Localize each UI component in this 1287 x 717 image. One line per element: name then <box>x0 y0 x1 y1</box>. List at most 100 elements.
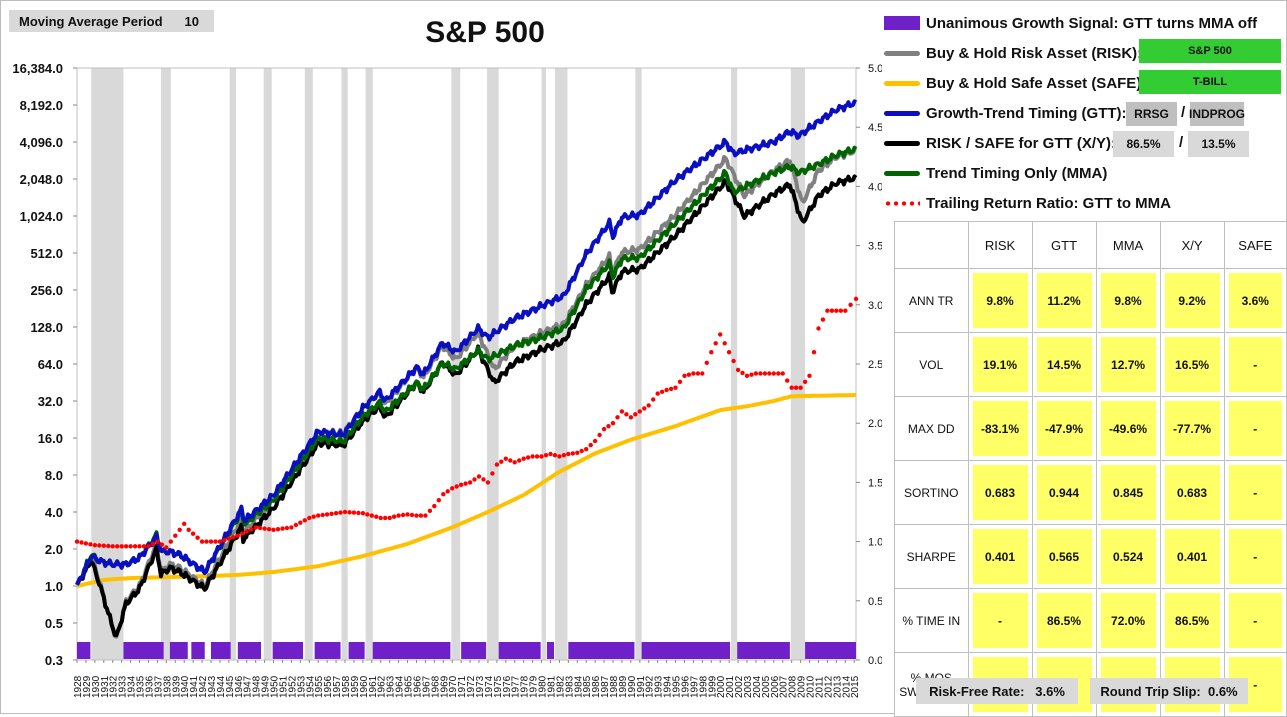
ratio-point <box>365 512 370 517</box>
x-tick-label: 1936 <box>144 675 155 698</box>
signal-bar <box>191 642 205 659</box>
x-tick-label: 1981 <box>546 675 557 698</box>
ratio-point <box>628 415 634 420</box>
ratio-point <box>418 513 424 518</box>
ratio-point <box>530 454 535 459</box>
x-tick-label: 2011 <box>814 676 825 698</box>
x-tick-label: 2015 <box>850 675 861 698</box>
x-tick-label: 2004 <box>752 675 763 698</box>
round-trip-slip-value: 0.6% <box>1207 683 1238 699</box>
stats-row: SHARPE 0.401 0.565 0.524 0.401 - <box>894 524 1287 589</box>
x-tick-label: 2001 <box>725 675 736 698</box>
stats-cell: 0.565 <box>1036 529 1092 584</box>
stats-cell: 0.845 <box>1100 465 1156 520</box>
y-tick-label: 1,024.0 <box>20 209 63 224</box>
chart-title: S&P 500 <box>425 16 545 49</box>
mma-swatch <box>884 170 920 176</box>
ratio-point <box>217 539 223 544</box>
x-tick-label: 1989 <box>618 675 629 698</box>
y-tick-label: 2.0 <box>45 542 63 557</box>
ratio-point <box>834 308 839 313</box>
gtt-signal-1-box: RRSG <box>1126 102 1177 126</box>
y2-tick-label: 5.0 <box>868 63 882 75</box>
ratio-point <box>405 512 410 517</box>
ratio-point <box>159 542 165 547</box>
ratio-point <box>110 544 115 549</box>
x-tick-label: 1955 <box>314 675 325 698</box>
ratio-point <box>798 385 803 390</box>
stats-row-label: % TIME IN <box>894 588 969 653</box>
ratio-point <box>713 341 718 346</box>
legend-mma: Trend Timing Only (MMA) <box>884 160 1107 186</box>
x-tick-label: 1969 <box>439 675 450 698</box>
recession-shade <box>263 68 272 660</box>
xy-swatch <box>884 140 920 146</box>
ratio-point <box>588 442 593 448</box>
stats-cell: - <box>972 593 1028 648</box>
ratio-point <box>222 537 227 543</box>
xy-safe-weight-box: 13.5% <box>1188 131 1249 157</box>
ratio-point <box>441 492 446 497</box>
ratio-point <box>226 536 232 541</box>
ratio-point <box>396 513 401 518</box>
round-trip-slip-box: Round Trip Slip: 0.6% <box>1090 678 1248 704</box>
y2-tick-label: 1.0 <box>868 537 882 549</box>
x-tick-label: 1946 <box>234 675 245 698</box>
recession-shade <box>229 68 237 660</box>
ratio-point <box>758 371 763 376</box>
x-tick-label: 2000 <box>716 675 727 698</box>
y2-tick-label: 3.0 <box>868 300 882 312</box>
round-trip-slip-label: Round Trip Slip: <box>1100 683 1201 699</box>
ratio-point <box>137 544 142 549</box>
stats-corner-cell <box>894 221 969 269</box>
ratio-point <box>718 332 723 337</box>
x-tick-label: 2005 <box>761 675 772 698</box>
ratio-point <box>789 385 794 390</box>
y-tick-label: 8.0 <box>45 468 63 483</box>
ratio-point <box>432 503 437 509</box>
ratio-point <box>793 385 799 390</box>
ratio-point <box>195 535 200 540</box>
ratio-point <box>633 412 638 417</box>
stats-cell: - <box>1228 401 1282 456</box>
ratio-point <box>481 477 486 482</box>
y-tick-label: 16,384.0 <box>12 61 63 76</box>
recession-shade <box>790 68 806 660</box>
ratio-point <box>570 451 575 456</box>
ratio-point <box>445 489 450 494</box>
y2-tick-label: 0.0 <box>868 655 882 667</box>
stats-cell: 72.0% <box>1100 593 1156 648</box>
ratio-point <box>726 350 732 355</box>
ratio-point <box>190 531 196 536</box>
risk-swatch <box>884 50 920 56</box>
ratio-point <box>347 510 352 515</box>
x-tick-label: 1953 <box>296 675 307 698</box>
legend-gtt-label: Growth-Trend Timing (GTT): <box>926 104 1127 122</box>
ratio-point <box>262 526 267 531</box>
stats-cell: 0.944 <box>1036 465 1092 520</box>
x-tick-label: 1962 <box>377 675 388 698</box>
stats-cell: 12.7% <box>1100 337 1156 392</box>
ratio-point <box>802 379 808 384</box>
ratio-point <box>624 412 629 417</box>
signal-bar <box>498 642 541 659</box>
ratio-point <box>119 544 124 549</box>
ratio-point <box>499 459 504 464</box>
signal-bar <box>737 642 790 659</box>
ma-period-label: Moving Average Period <box>19 13 163 29</box>
ratio-point <box>485 480 491 485</box>
ratio-point <box>302 518 307 523</box>
x-tick-label: 1993 <box>654 675 665 698</box>
y-tick-label: 64.0 <box>38 357 63 372</box>
stats-cell: 19.1% <box>972 337 1028 392</box>
ratio-point <box>356 510 361 516</box>
ratio-point <box>150 541 156 547</box>
x-tick-label: 1933 <box>118 675 129 698</box>
ratio-point <box>311 514 316 519</box>
x-tick-label: 1950 <box>270 675 281 698</box>
ratio-point <box>848 302 853 307</box>
x-tick-label: 1944 <box>216 675 227 698</box>
recession-shade <box>341 68 348 660</box>
ratio-point <box>512 460 517 465</box>
ratio-point <box>289 525 294 530</box>
